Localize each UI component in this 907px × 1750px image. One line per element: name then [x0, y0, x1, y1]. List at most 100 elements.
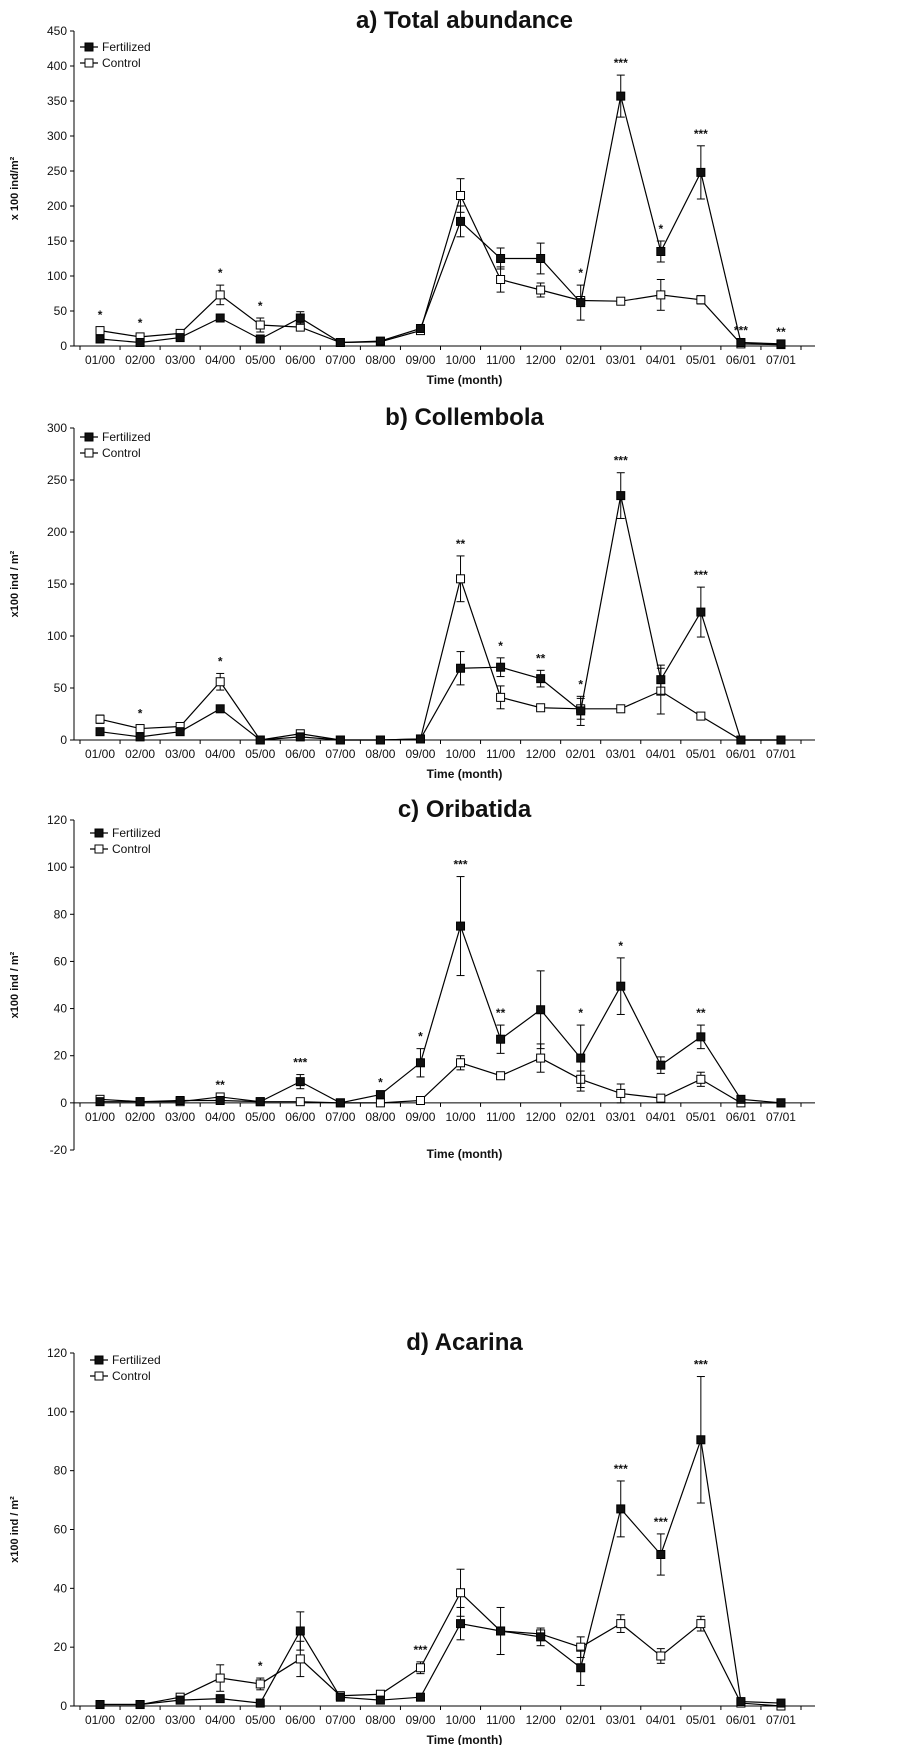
significance-marker: ***: [694, 568, 708, 582]
data-point-control: [456, 191, 466, 200]
data-point-control: [696, 295, 706, 305]
data-point-fertilized: [335, 735, 345, 745]
x-tick-label: 12/00: [526, 353, 556, 367]
x-axis-label: Time (month): [427, 1733, 503, 1745]
y-tick-label: 200: [47, 199, 67, 213]
y-tick-label: 150: [47, 234, 67, 248]
x-tick-label: 07/00: [325, 1110, 355, 1124]
x-tick-label: 02/01: [566, 1110, 596, 1124]
significance-marker: *: [218, 266, 223, 280]
x-tick-label: 06/01: [726, 1713, 756, 1727]
data-point-control: [295, 1654, 305, 1664]
data-point-control: [616, 704, 626, 714]
data-point-fertilized: [456, 663, 466, 673]
data-point-control: [536, 285, 546, 295]
chart-title: c) Oribatida: [398, 796, 532, 823]
legend-label: Control: [112, 1369, 151, 1383]
data-point-control: [95, 326, 105, 336]
data-point-fertilized: [135, 732, 145, 742]
x-tick-label: 09/00: [405, 747, 435, 761]
x-tick-label: 03/01: [606, 1110, 636, 1124]
data-point-fertilized: [135, 1097, 145, 1107]
x-tick-label: 03/01: [606, 747, 636, 761]
x-tick-label: 02/01: [566, 353, 596, 367]
data-point-fertilized: [496, 254, 506, 263]
significance-marker: *: [378, 1076, 383, 1090]
data-point-fertilized: [415, 734, 425, 744]
x-tick-label: 04/01: [646, 747, 676, 761]
y-tick-label: -20: [50, 1143, 68, 1157]
x-tick-label: 05/01: [686, 1110, 716, 1124]
data-point-fertilized: [696, 167, 706, 177]
data-point-fertilized: [496, 1626, 506, 1636]
data-point-fertilized: [95, 334, 105, 344]
data-point-control: [656, 1093, 666, 1103]
x-tick-label: 07/01: [766, 353, 796, 367]
data-point-control: [95, 714, 105, 724]
data-point-fertilized: [95, 1700, 105, 1710]
y-tick-label: 100: [47, 860, 67, 874]
x-tick-label: 02/00: [125, 747, 155, 761]
legend-label: Fertilized: [112, 1353, 161, 1367]
y-tick-label: 450: [47, 24, 67, 38]
y-tick-label: 300: [47, 421, 67, 435]
data-point-fertilized: [496, 662, 506, 672]
significance-marker: **: [536, 651, 546, 665]
x-tick-label: 09/00: [405, 1110, 435, 1124]
data-point-fertilized: [215, 313, 225, 323]
significance-marker: ***: [614, 1462, 628, 1476]
data-point-fertilized: [536, 1632, 546, 1642]
significance-marker: ***: [614, 454, 628, 468]
significance-marker: **: [216, 1078, 226, 1092]
chart-title: d) Acarina: [406, 1329, 523, 1356]
y-tick-label: 250: [47, 164, 67, 178]
x-tick-label: 07/00: [325, 747, 355, 761]
y-tick-label: 400: [47, 59, 67, 73]
data-point-fertilized: [95, 1097, 105, 1107]
data-point-control: [696, 1619, 706, 1629]
x-axis-label: Time (month): [427, 373, 503, 387]
y-axis-label: x100 ind / m²: [9, 1496, 21, 1563]
data-point-fertilized: [295, 313, 305, 323]
data-point-control: [456, 1588, 466, 1598]
data-point-fertilized: [776, 1098, 786, 1108]
data-point-control: [456, 1058, 466, 1068]
data-point-fertilized: [255, 334, 265, 344]
significance-marker: ***: [413, 1643, 427, 1657]
x-tick-label: 04/00: [205, 747, 235, 761]
chart-panel-1: a) Total abundance 0 50 100 150 200 250 300 350 4…: [9, 7, 815, 387]
significance-marker: *: [498, 639, 503, 653]
legend-marker: [84, 448, 94, 458]
data-point-fertilized: [175, 333, 185, 343]
significance-marker: *: [138, 316, 143, 330]
data-point-fertilized: [776, 1698, 786, 1708]
significance-marker: ***: [614, 56, 628, 70]
data-point-fertilized: [656, 247, 666, 256]
data-point-fertilized: [616, 981, 626, 991]
significance-marker: *: [578, 677, 583, 691]
data-point-fertilized: [295, 1077, 305, 1087]
x-tick-label: 03/00: [165, 747, 195, 761]
x-tick-label: 11/00: [486, 1713, 515, 1727]
x-axis-label: Time (month): [427, 1147, 503, 1161]
x-tick-label: 02/00: [125, 1713, 155, 1727]
x-tick-label: 05/01: [686, 1713, 716, 1727]
significance-marker: ***: [293, 1056, 307, 1070]
y-tick-label: 80: [54, 907, 68, 921]
data-point-fertilized: [576, 1053, 586, 1063]
data-point-fertilized: [375, 1090, 385, 1100]
data-point-fertilized: [496, 1034, 506, 1044]
x-tick-label: 05/00: [245, 747, 275, 761]
x-tick-label: 09/00: [405, 1713, 435, 1727]
data-point-fertilized: [616, 91, 626, 101]
data-point-fertilized: [456, 921, 466, 931]
x-tick-label: 04/00: [205, 1110, 235, 1124]
y-tick-label: 0: [60, 1699, 67, 1713]
series-line-control: [99, 193, 781, 346]
x-tick-label: 03/00: [165, 1110, 195, 1124]
y-tick-label: 20: [54, 1640, 68, 1654]
legend-marker: [84, 58, 94, 68]
chart-title: b) Collembola: [385, 404, 544, 431]
data-point-fertilized: [656, 1060, 666, 1070]
data-point-fertilized: [536, 254, 546, 263]
